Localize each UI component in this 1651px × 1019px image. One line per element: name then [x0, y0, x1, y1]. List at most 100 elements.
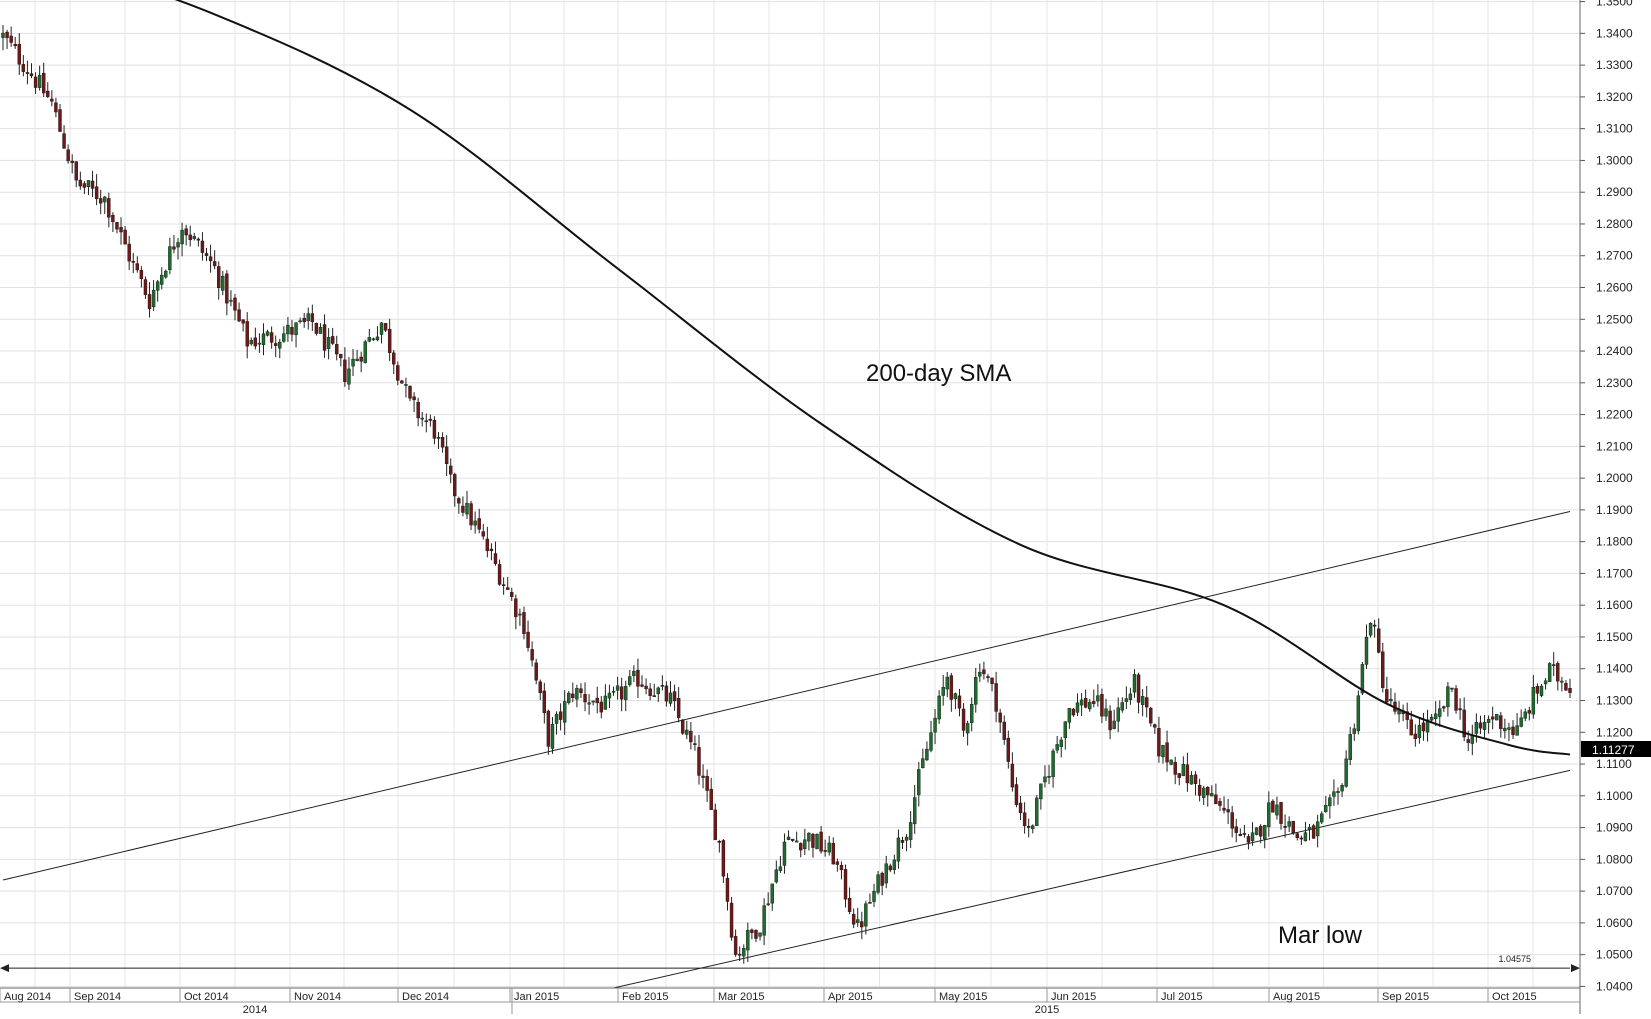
candle-body	[1083, 698, 1088, 708]
candle-body	[1279, 802, 1283, 824]
candle	[1214, 783, 1218, 805]
candle	[322, 314, 327, 358]
candle-body	[518, 613, 522, 616]
candle-body	[1271, 800, 1275, 813]
candle-body	[17, 44, 21, 65]
y-tick-label: 1.1800	[1596, 535, 1633, 549]
candle-body	[160, 274, 164, 285]
candle-body	[330, 336, 335, 344]
candle	[925, 741, 929, 761]
candle	[1511, 720, 1515, 739]
candle-body	[1527, 710, 1531, 714]
candle	[1275, 796, 1279, 820]
candle-body	[1218, 801, 1222, 806]
candle	[1201, 786, 1206, 805]
candle	[868, 893, 872, 904]
candle	[644, 678, 648, 695]
candle	[1328, 794, 1332, 819]
candle-body	[98, 198, 103, 204]
candle	[632, 665, 636, 683]
candle	[282, 326, 286, 343]
x-tick-label: Oct 2015	[1492, 991, 1537, 1003]
candle	[689, 721, 693, 750]
candle-body	[1132, 674, 1137, 693]
candle-body	[949, 675, 954, 700]
candle	[721, 839, 726, 883]
candle-body	[1543, 680, 1548, 685]
candle	[375, 326, 380, 342]
candle	[143, 276, 148, 299]
candle	[1165, 730, 1169, 772]
candle-body	[819, 831, 823, 852]
candle-body	[896, 837, 901, 862]
candle	[1193, 771, 1198, 796]
candle-body	[1552, 664, 1556, 666]
candle	[843, 864, 848, 908]
candle	[1083, 689, 1088, 709]
candle	[1055, 735, 1059, 754]
candle	[750, 928, 754, 940]
candle	[672, 684, 677, 711]
candle-body	[1486, 718, 1491, 723]
candle	[444, 435, 449, 477]
candle-body	[1539, 685, 1544, 696]
candle	[1299, 835, 1304, 845]
level-arrow-left	[0, 964, 9, 973]
candle-body	[449, 465, 453, 475]
candle	[371, 337, 376, 342]
candle-body	[607, 692, 612, 699]
candle	[607, 684, 612, 709]
candle-body	[856, 919, 860, 923]
candle	[392, 349, 396, 374]
candle-body	[314, 322, 319, 334]
candle-body	[1438, 708, 1442, 717]
lower-trendline	[613, 769, 1571, 989]
candle	[567, 690, 571, 705]
annotations: 200-day SMA Mar low 1.04575	[866, 360, 1531, 964]
candle-body	[103, 196, 107, 203]
y-tick-label: 1.1700	[1596, 566, 1633, 580]
candle	[200, 232, 205, 261]
candle	[33, 72, 38, 94]
candle	[1071, 708, 1076, 717]
candle	[17, 33, 21, 75]
candle-body	[241, 319, 245, 324]
candle-body	[1519, 717, 1523, 727]
candle-body	[534, 662, 538, 681]
candle	[204, 247, 209, 262]
y-tick-label: 1.2700	[1596, 249, 1633, 263]
candle-body	[66, 149, 70, 162]
candle	[225, 270, 229, 316]
candle-body	[21, 64, 26, 72]
candle	[1250, 822, 1255, 846]
candle-body	[1490, 716, 1495, 720]
y-tick-label: 1.2400	[1596, 344, 1633, 358]
candle-body	[1, 32, 5, 38]
candle-body	[269, 332, 274, 343]
y-axis-tick-labels: 1.3500 1.3400 1.3300 1.3200 1.3100 1.3000 1.29…	[1596, 0, 1633, 993]
candle-body	[1108, 710, 1112, 731]
candle-body	[208, 256, 213, 262]
candle	[705, 769, 709, 802]
y-tick-label: 1.3500	[1596, 0, 1633, 9]
candle-body	[13, 44, 17, 47]
candle-body	[461, 505, 465, 513]
candle	[155, 279, 160, 302]
candle-body	[310, 313, 315, 323]
candle	[713, 803, 717, 841]
candle	[493, 541, 498, 566]
candle-body	[90, 180, 95, 189]
candle	[611, 686, 616, 696]
candle-body	[184, 228, 188, 236]
candle	[278, 338, 282, 359]
candle	[575, 684, 579, 708]
candle	[648, 683, 652, 701]
candle-body	[1006, 737, 1011, 762]
candle-body	[1364, 636, 1369, 665]
y-tick-label: 1.0800	[1596, 852, 1633, 866]
candle-body	[400, 380, 404, 384]
candle	[986, 673, 990, 683]
candle	[558, 703, 563, 731]
candle	[1503, 718, 1507, 739]
